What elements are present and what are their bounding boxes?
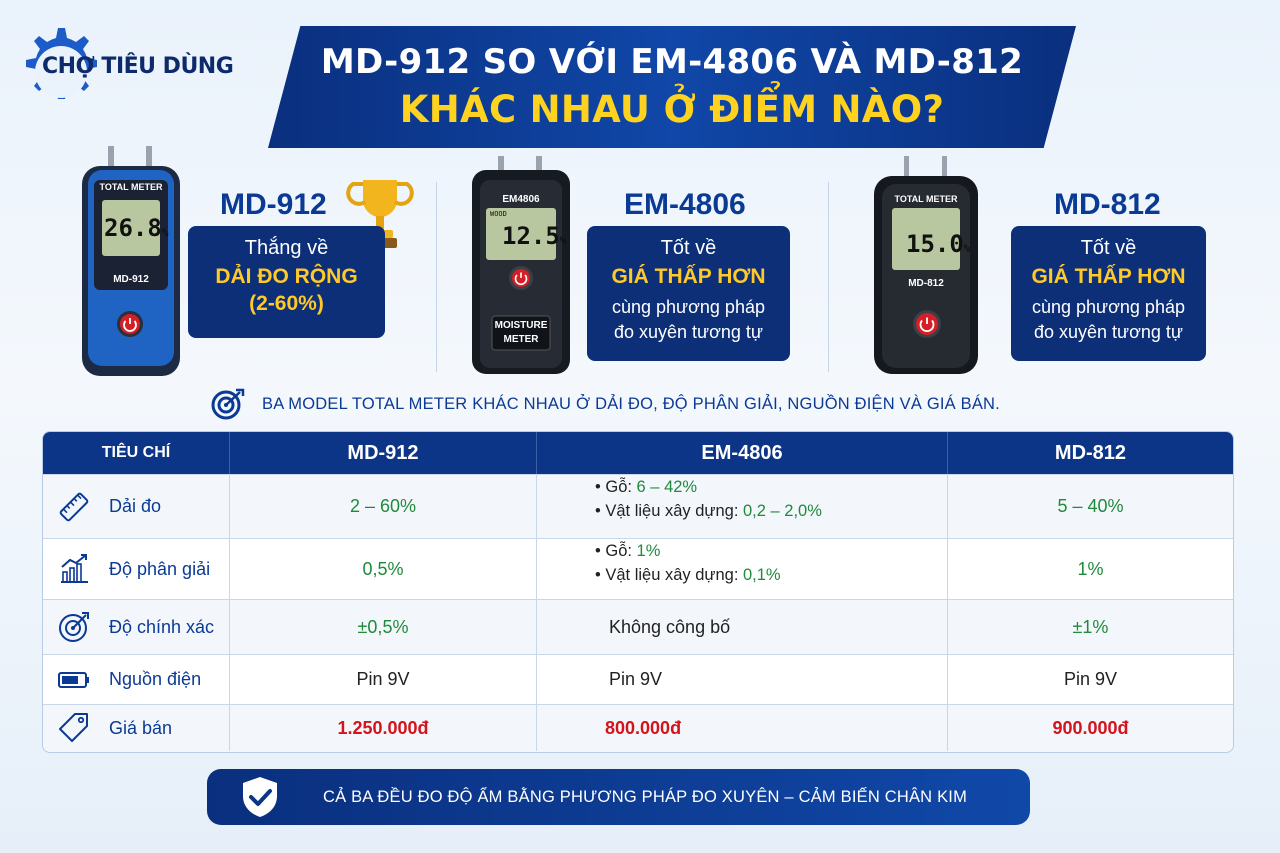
header-criteria: TIÊU CHÍ: [43, 432, 230, 474]
criterion-cell: Giá bán: [43, 705, 230, 751]
md812-highlight-box: Tốt về GIÁ THẤP HƠN cùng phương pháp đo …: [1011, 226, 1206, 361]
header-md812: MD-812: [1054, 441, 1127, 464]
target-icon: [57, 610, 91, 644]
footer-text: CẢ BA ĐỀU ĐO ĐỘ ẨM BẰNG PHƯƠNG PHÁP ĐO X…: [323, 787, 968, 806]
em4806-box-line3: cùng phương pháp: [612, 297, 765, 317]
em4806-device-small: WOOD: [490, 210, 507, 218]
md812-price: 900.000đ: [1052, 717, 1129, 738]
md912-device-model: MD-912: [113, 274, 149, 285]
battery-icon: [57, 663, 91, 697]
md812-device-image: TOTAL METER 15.0% MD-812: [872, 156, 980, 376]
md912-range: 2 – 60%: [230, 475, 537, 538]
subtitle: BA MODEL TOTAL METER KHÁC NHAU Ở DẢI ĐO,…: [210, 388, 1000, 420]
md912-box-line3: (2-60%): [249, 292, 324, 315]
criterion-cell: Nguồn điện: [43, 655, 230, 704]
md812-box-line2: GIÁ THẤP HƠN: [1031, 265, 1186, 288]
em4806-device-model-line1: MOISTURE: [494, 320, 548, 331]
em4806-box-line1: Tốt về: [660, 237, 717, 259]
em4806-box-line4: đo xuyên tương tự: [614, 322, 763, 342]
price-tag-icon: [57, 711, 91, 745]
headline-line2: KHÁC NHAU Ở ĐIỂM NÀO?: [399, 88, 945, 131]
md912-product-name: MD-912: [220, 188, 327, 221]
em4806-product-name: EM-4806: [624, 188, 746, 221]
md812-resolution: 1%: [1077, 558, 1104, 579]
em4806-highlight-box: Tốt về GIÁ THẤP HƠN cùng phương pháp đo …: [587, 226, 790, 361]
criterion-label: Độ phân giải: [109, 558, 211, 579]
md812-device-model: MD-812: [908, 278, 944, 289]
criterion-label: Độ chính xác: [109, 616, 215, 637]
em4806-accuracy: Không công bố: [537, 600, 948, 654]
criterion-cell: Dải đo: [43, 475, 230, 538]
md812-product-name: MD-812: [1054, 188, 1161, 221]
header-md912: MD-912: [230, 432, 537, 474]
md812-box-line4: đo xuyên tương tự: [1034, 322, 1183, 342]
criterion-cell: Độ chính xác: [43, 600, 230, 654]
criterion-label: Dải đo: [109, 496, 162, 516]
product-divider: [828, 182, 829, 372]
em4806-range-building: • Vật liệu xây dựng: 0,2 – 2,0%: [595, 502, 822, 520]
md912-box-line1: Thắng về: [244, 237, 329, 259]
em4806-power: Pin 9V: [537, 655, 948, 704]
criterion-label: Giá bán: [109, 717, 173, 738]
md912-price: 1.250.000đ: [230, 705, 537, 751]
chart-growth-icon: [57, 552, 91, 586]
em4806-range-wood: • Gỗ: 6 – 42%: [595, 478, 698, 496]
table-row: Độ chính xác ±0,5% Không công bố ±1%: [43, 599, 1233, 654]
header-em4806: EM-4806: [537, 432, 948, 474]
md812-box-line1: Tốt về: [1080, 237, 1137, 259]
md912-resolution: 0,5%: [230, 539, 537, 599]
md912-device-header: TOTAL METER: [99, 182, 163, 192]
table-row: Nguồn điện Pin 9V Pin 9V Pin 9V: [43, 654, 1233, 704]
ruler-icon: [57, 490, 91, 524]
md812-range: 5 – 40%: [1057, 496, 1124, 516]
md812-device-header: TOTAL METER: [894, 194, 958, 204]
em4806-device-image: EM4806 WOOD 12.5% MOISTURE METER: [470, 156, 572, 376]
footer-banner: CẢ BA ĐỀU ĐO ĐỘ ẨM BẰNG PHƯƠNG PHÁP ĐO X…: [207, 769, 1030, 825]
subtitle-text: BA MODEL TOTAL METER KHÁC NHAU Ở DẢI ĐO,…: [262, 394, 1000, 413]
md812-accuracy: ±1%: [1072, 616, 1109, 637]
md912-accuracy: ±0,5%: [230, 600, 537, 654]
em4806-device-header: EM4806: [502, 194, 540, 205]
em4806-box-line2: GIÁ THẤP HƠN: [611, 265, 766, 288]
md912-device-image: TOTAL METER 26.8% MD-912: [80, 146, 182, 376]
em4806-device-reading: 12.5%: [502, 222, 567, 250]
table-row: Giá bán 1.250.000đ 800.000đ 900.000đ: [43, 704, 1233, 751]
criterion-cell: Độ phân giải: [43, 539, 230, 599]
em4806-resolution: • Gỗ: 1% • Vật liệu xây dựng: 0,1%: [537, 539, 948, 599]
md912-highlight-box: Thắng về DẢI ĐO RỘNG (2-60%): [188, 226, 385, 338]
md912-power: Pin 9V: [230, 655, 537, 704]
em4806-resolution-wood: • Gỗ: 1%: [595, 542, 661, 560]
criterion-label: Nguồn điện: [109, 669, 202, 689]
em4806-resolution-building: • Vật liệu xây dựng: 0,1%: [595, 566, 781, 584]
em4806-price: 800.000đ: [537, 705, 948, 751]
headline-line1: MD-912 SO VỚI EM-4806 VÀ MD-812: [320, 42, 1024, 82]
em4806-range: • Gỗ: 6 – 42% • Vật liệu xây dựng: 0,2 –…: [537, 475, 948, 538]
md812-device-reading: 15.0%: [906, 230, 971, 258]
brand-logo: CHỢ TIÊU DÙNG: [8, 20, 268, 120]
table-row: Dải đo 2 – 60% • Gỗ: 6 – 42% • Vật liệu …: [43, 474, 1233, 538]
md812-power: Pin 9V: [1063, 669, 1118, 689]
product-divider: [436, 182, 437, 372]
md912-device-reading: 26.8%: [104, 214, 169, 242]
shield-check-icon: [243, 777, 277, 817]
target-arrow-icon: [211, 388, 245, 420]
brand-name: CHỢ TIÊU DÙNG: [42, 54, 234, 79]
em4806-device-model-line2: METER: [503, 334, 539, 345]
table-header: TIÊU CHÍ MD-912 EM-4806 MD-812: [43, 432, 1233, 474]
comparison-table: TIÊU CHÍ MD-912 EM-4806 MD-812 Dải đo 2 …: [42, 431, 1234, 753]
md812-box-line3: cùng phương pháp: [1032, 297, 1185, 317]
md912-box-line2: DẢI ĐO RỘNG: [215, 265, 358, 288]
headline-banner: MD-912 SO VỚI EM-4806 VÀ MD-812 KHÁC NHA…: [268, 26, 1076, 148]
gear-icon: [26, 28, 97, 99]
table-row: Độ phân giải 0,5% • Gỗ: 1% • Vật liệu xâ…: [43, 538, 1233, 599]
